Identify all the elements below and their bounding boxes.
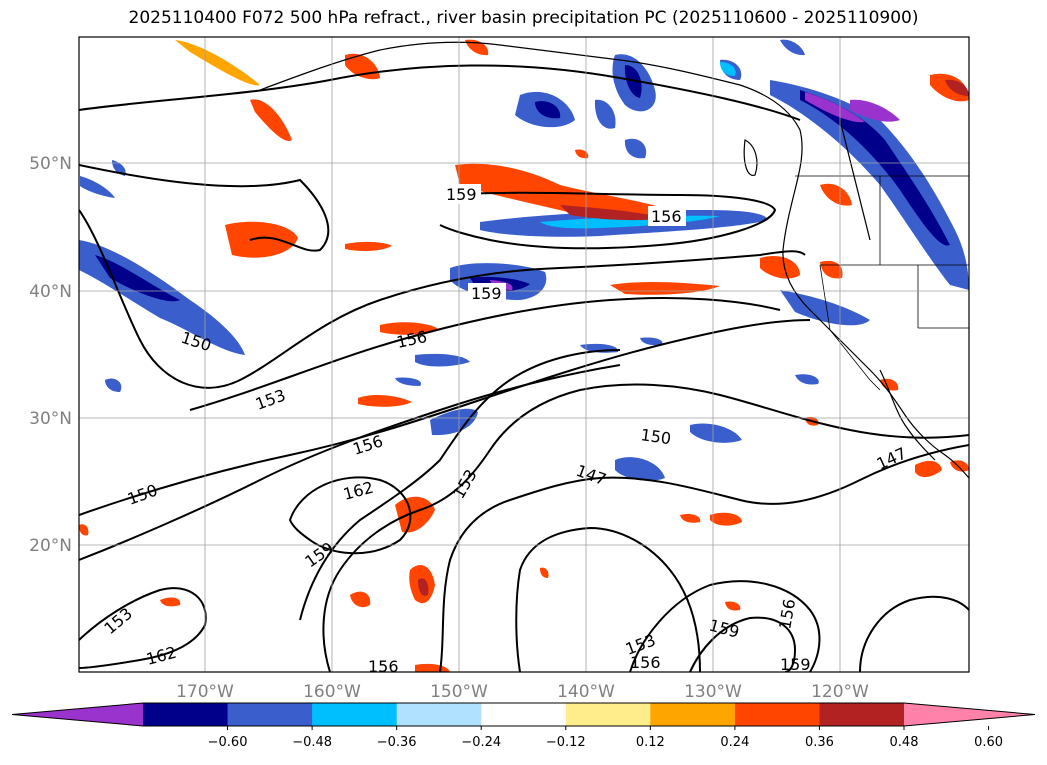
colorbar-tick-label: −0.12 — [546, 735, 586, 750]
lat-label: 50°N — [29, 154, 72, 174]
colorbar-tick-label: −0.60 — [208, 735, 248, 750]
colorbar-tick-label: 0.36 — [805, 735, 834, 750]
contour-label: 156 — [651, 207, 682, 226]
contour-label: 150 — [639, 425, 672, 448]
colorbar-segment — [650, 703, 736, 726]
contour-label: 159 — [471, 284, 502, 303]
colorbar-outline — [11, 702, 1036, 727]
lon-label: 150°W — [430, 682, 488, 702]
colorbar-extend-low — [12, 703, 143, 726]
contour-label: 156 — [630, 653, 661, 672]
contour-label: 156 — [368, 657, 399, 676]
longitude-labels: 170°W 160°W 150°W 140°W 130°W 120°W — [176, 682, 869, 702]
colorbar-segment — [819, 703, 905, 726]
colorbar-tick-label: −0.48 — [292, 735, 332, 750]
contour-label: 159 — [446, 185, 477, 204]
lon-label: 130°W — [684, 682, 742, 702]
colorbar-segment — [734, 703, 820, 726]
lon-label: 160°W — [303, 682, 361, 702]
colorbar-tick-label: 0.24 — [720, 735, 749, 750]
lat-label: 40°N — [29, 282, 72, 302]
map-plot-area — [79, 37, 969, 672]
colorbar-tick-label: 0.48 — [890, 735, 919, 750]
colorbar-tick-label: 0.12 — [636, 735, 665, 750]
colorbar-tick-label: −0.36 — [377, 735, 417, 750]
colorbar-tick-label: 0.60 — [974, 735, 1003, 750]
colorbar: −0.60 −0.48 −0.36 −0.24 −0.12 0.12 0.24 0.36 0.4… — [11, 702, 1036, 750]
lat-label: 20°N — [29, 536, 72, 556]
map-title: 2025110400 F072 500 hPa refract., river … — [128, 8, 919, 28]
graticule — [79, 37, 969, 672]
colorbar-segment — [396, 703, 482, 726]
lon-label: 120°W — [811, 682, 869, 702]
political-borders — [795, 175, 969, 391]
latitude-labels: 50°N 40°N 30°N 20°N — [29, 154, 72, 556]
colorbar-segment — [143, 703, 229, 726]
colorbar-segment — [481, 703, 567, 726]
lon-label: 140°W — [557, 682, 615, 702]
lat-label: 30°N — [29, 409, 72, 429]
colorbar-extend-high — [904, 703, 1035, 726]
lon-label: 170°W — [176, 682, 234, 702]
colorbar-segment — [312, 703, 398, 726]
map-frame — [78, 36, 970, 673]
coastlines — [259, 41, 969, 479]
refractivity-contours — [79, 64, 969, 672]
colorbar-tick-label: −0.24 — [461, 735, 501, 750]
colorbar-segment — [565, 703, 651, 726]
colorbar-segment — [227, 703, 313, 726]
contour-label: 159 — [780, 655, 811, 674]
